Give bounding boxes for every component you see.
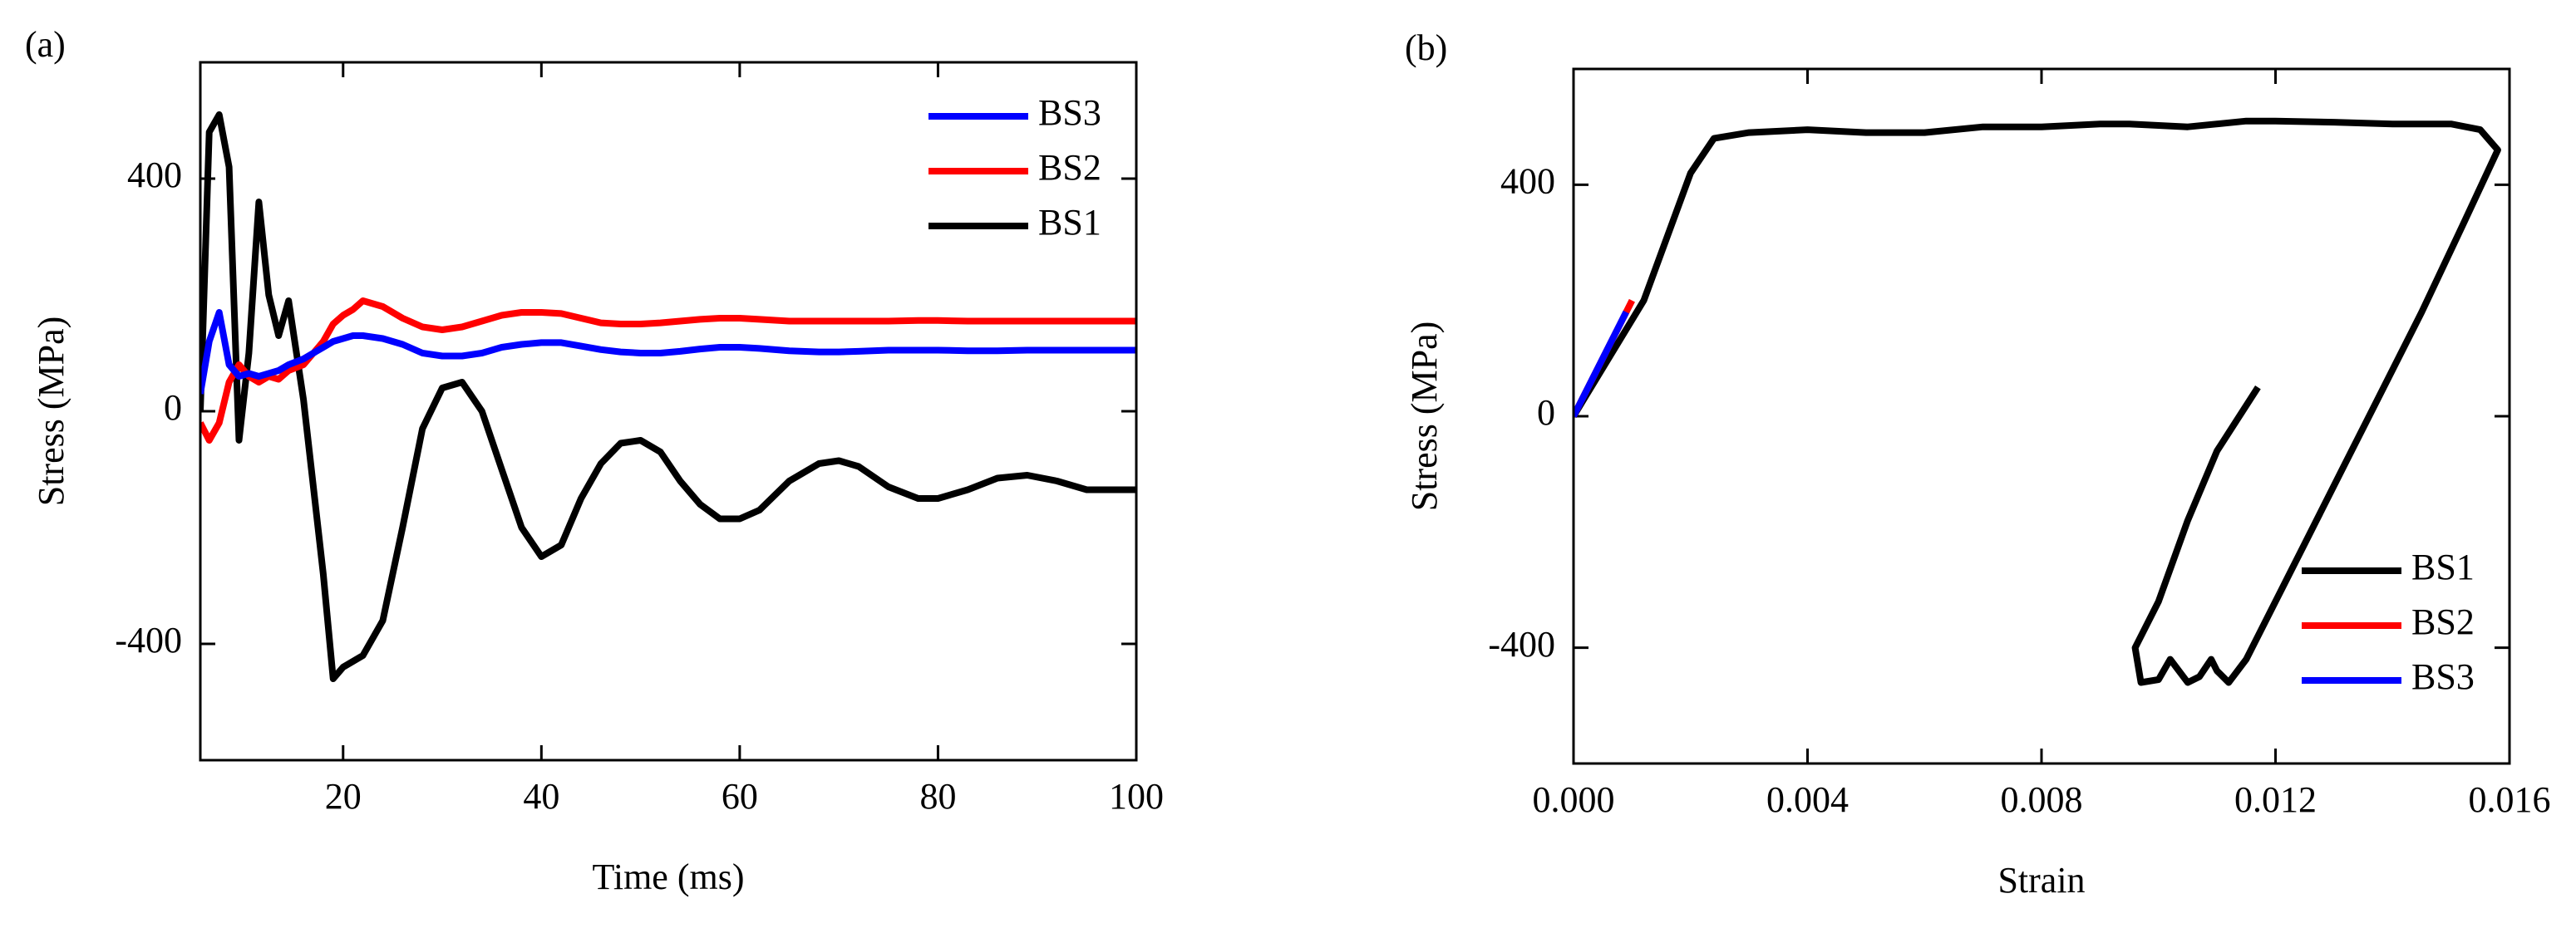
x-tick-label: 40	[523, 776, 559, 817]
panel-label: (b)	[1405, 27, 1447, 68]
data-line	[1574, 310, 1629, 418]
x-tick-label: 0.012	[2234, 779, 2317, 820]
legend-label: BS1	[1038, 202, 1101, 243]
y-axis-label: Stress (MPa)	[1404, 322, 1445, 512]
plot-frame	[1572, 67, 2511, 765]
x-tick-label: 100	[1109, 776, 1164, 817]
legend-label: BS1	[2411, 547, 2475, 587]
y-tick-label: 400	[127, 155, 182, 195]
x-tick-label: 20	[325, 776, 362, 817]
y-tick-label: 0	[164, 387, 182, 428]
legend-label: BS3	[2411, 656, 2475, 697]
x-tick-label: 80	[919, 776, 956, 817]
y-tick-label: -400	[1488, 624, 1555, 665]
y-tick-label: -400	[115, 620, 182, 660]
data-line	[200, 297, 1136, 444]
x-tick-label: 0.000	[1533, 779, 1615, 820]
data-line	[200, 111, 1136, 682]
legend-label: BS2	[1038, 147, 1101, 188]
y-tick-label: 400	[1500, 160, 1555, 201]
plot-frame	[199, 61, 1138, 762]
y-axis-label: Stress (MPa)	[31, 317, 71, 507]
x-axis-label: Time (ms)	[593, 857, 745, 897]
legend-label: BS2	[2411, 601, 2475, 642]
y-tick-label: 0	[1537, 392, 1555, 433]
x-tick-label: 0.004	[1766, 779, 1849, 820]
x-tick-label: 0.016	[2469, 779, 2551, 820]
data-line	[1574, 117, 2501, 686]
x-tick-label: 60	[722, 776, 758, 817]
x-axis-label: Strain	[1997, 860, 2085, 901]
legend-label: BS3	[1038, 92, 1101, 133]
panel-label: (a)	[25, 24, 66, 65]
x-tick-label: 0.008	[2001, 779, 2083, 820]
data-line	[200, 309, 1136, 395]
